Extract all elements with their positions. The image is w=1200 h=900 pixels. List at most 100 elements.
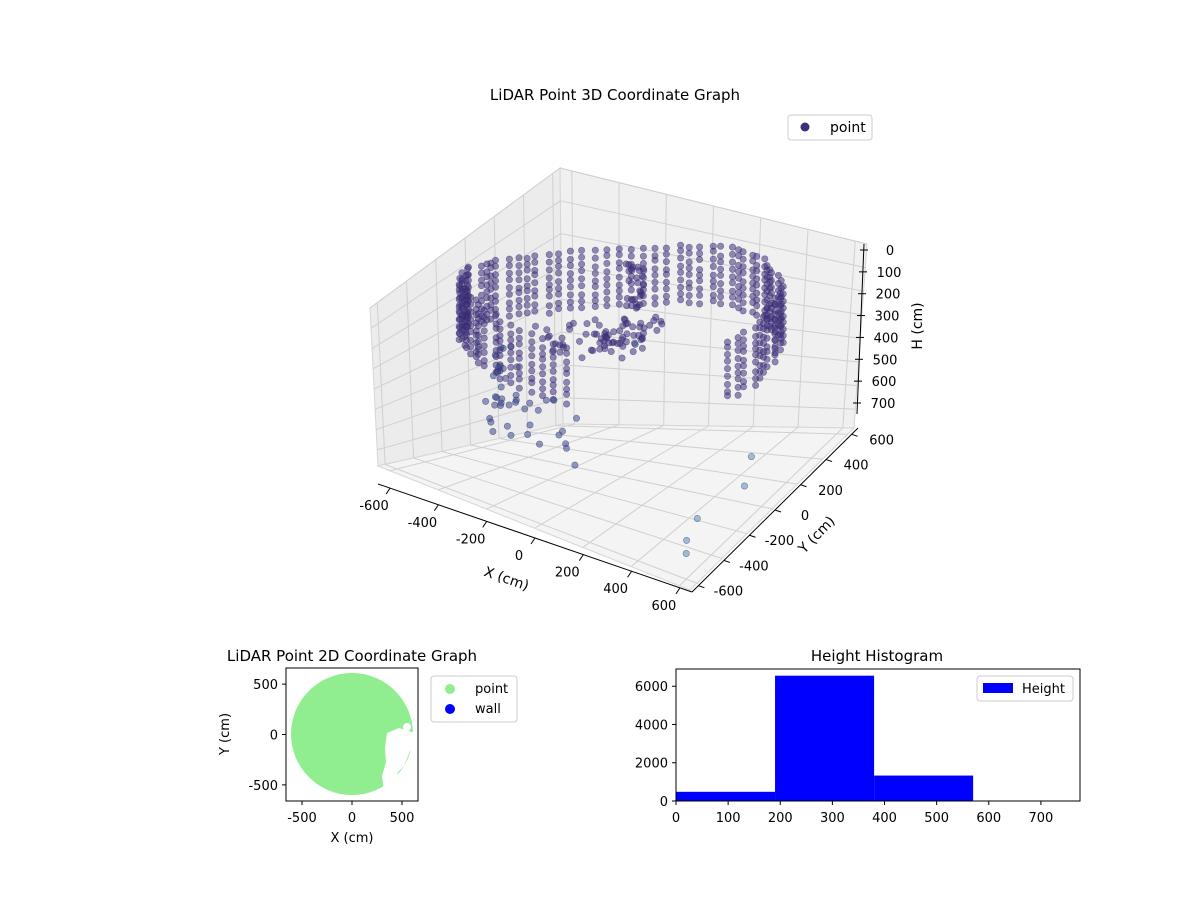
point-3d (603, 288, 611, 296)
point-3d (696, 285, 704, 293)
point-3d (462, 344, 470, 352)
point-3d (558, 334, 566, 342)
point-3d (539, 344, 547, 352)
point-3d (639, 252, 647, 260)
point-3d (753, 302, 761, 310)
point-3d (591, 246, 599, 254)
grid-y-line (384, 463, 699, 585)
point-3d (677, 268, 685, 276)
point-3d (723, 392, 731, 400)
point-3d (615, 300, 623, 308)
legend-marker-point-3d (800, 122, 810, 132)
x-tick-label-2d: 0 (348, 811, 356, 826)
x-tick-3d (482, 521, 488, 528)
point-3d (615, 293, 623, 301)
point-3d (677, 276, 685, 284)
point-3d (545, 285, 553, 293)
point-3d (505, 269, 513, 277)
point-3d (455, 336, 463, 344)
point-3d (566, 270, 574, 278)
point-3d (753, 267, 761, 275)
point-3d (505, 276, 513, 284)
point-3d (528, 367, 536, 375)
point-3d (603, 275, 611, 283)
legend-label-point-3d: point (830, 120, 866, 136)
point-3d (747, 453, 755, 461)
point-3d (505, 255, 513, 263)
grid-y-line (498, 438, 798, 485)
histogram-bar (874, 775, 974, 801)
grid-y-line (470, 444, 774, 510)
grid-x-back-line (708, 205, 714, 427)
point-3d (515, 262, 523, 270)
point-3d (627, 246, 635, 254)
point-3d (734, 391, 742, 399)
point-3d (739, 369, 747, 377)
point-3d (739, 269, 747, 277)
grid-3d (369, 167, 868, 586)
point-3d (563, 378, 571, 386)
y-axis-label-2d: Y (cm) (218, 713, 233, 756)
x-tick-label-2d: 500 (390, 811, 415, 826)
point-3d (566, 304, 574, 312)
legend-label-height: Height (1022, 682, 1065, 697)
point-3d (662, 250, 670, 258)
z-tick-label-3d: 500 (873, 353, 898, 368)
ticks-histogram: 0 100 200 300 400 500 600 700 0 2000 4000 6000 (635, 680, 1053, 826)
point-3d (696, 243, 704, 251)
point-3d (523, 301, 531, 309)
point-3d (591, 316, 599, 324)
point-3d (696, 291, 704, 299)
legend-marker-wall-2d (445, 704, 455, 714)
point-3d (685, 249, 693, 257)
x-tick-label-histogram: 700 (1028, 811, 1053, 826)
point-3d (650, 317, 658, 325)
z-tick-label-3d: 100 (877, 266, 902, 281)
point-3d (662, 244, 670, 252)
point-3d (515, 303, 523, 311)
point-3d (662, 298, 670, 306)
point-3d (492, 352, 500, 360)
point-3d (474, 359, 482, 367)
point-3d (728, 301, 736, 309)
histogram-bar (676, 791, 776, 801)
y-tick-label-histogram: 0 (660, 795, 668, 810)
point-3d (515, 276, 523, 284)
y-tick-label-3d: -400 (739, 559, 769, 574)
point-3d (549, 361, 557, 369)
point-3d (555, 431, 563, 439)
point-3d (515, 269, 523, 277)
point-3d (550, 396, 558, 404)
x-tick-label-2d: -500 (287, 811, 317, 826)
point-3d (515, 254, 523, 262)
point-3d (528, 379, 536, 387)
point-3d (629, 323, 637, 331)
point-3d (566, 247, 574, 255)
point-3d (523, 266, 531, 274)
point-3d (709, 262, 717, 270)
y-tick-label-2d: 500 (253, 678, 278, 693)
point-3d (491, 401, 499, 409)
point-3d (740, 482, 748, 490)
point-3d (651, 244, 659, 252)
point-3d (603, 302, 611, 310)
point-3d (739, 284, 747, 292)
x-tick-label-3d: -200 (456, 532, 486, 547)
point-3d (472, 331, 480, 339)
point-3d (723, 365, 731, 373)
point-3d (531, 252, 539, 260)
point-3d (549, 340, 557, 348)
point-3d (677, 290, 685, 298)
point-3d (505, 284, 513, 292)
point-3d (763, 334, 771, 342)
point-3d (739, 336, 747, 344)
point-3d (523, 255, 531, 263)
point-3d (480, 327, 488, 335)
plot-histogram: Height Histogram 0 100 200 300 400 500 600 7000… (635, 647, 1081, 826)
y-tick-3d (774, 509, 782, 513)
point-3d (739, 248, 747, 256)
point-3d (554, 262, 562, 270)
x-tick-label-3d: -400 (408, 516, 438, 531)
point-3d (776, 346, 784, 354)
point-3d (578, 282, 586, 290)
